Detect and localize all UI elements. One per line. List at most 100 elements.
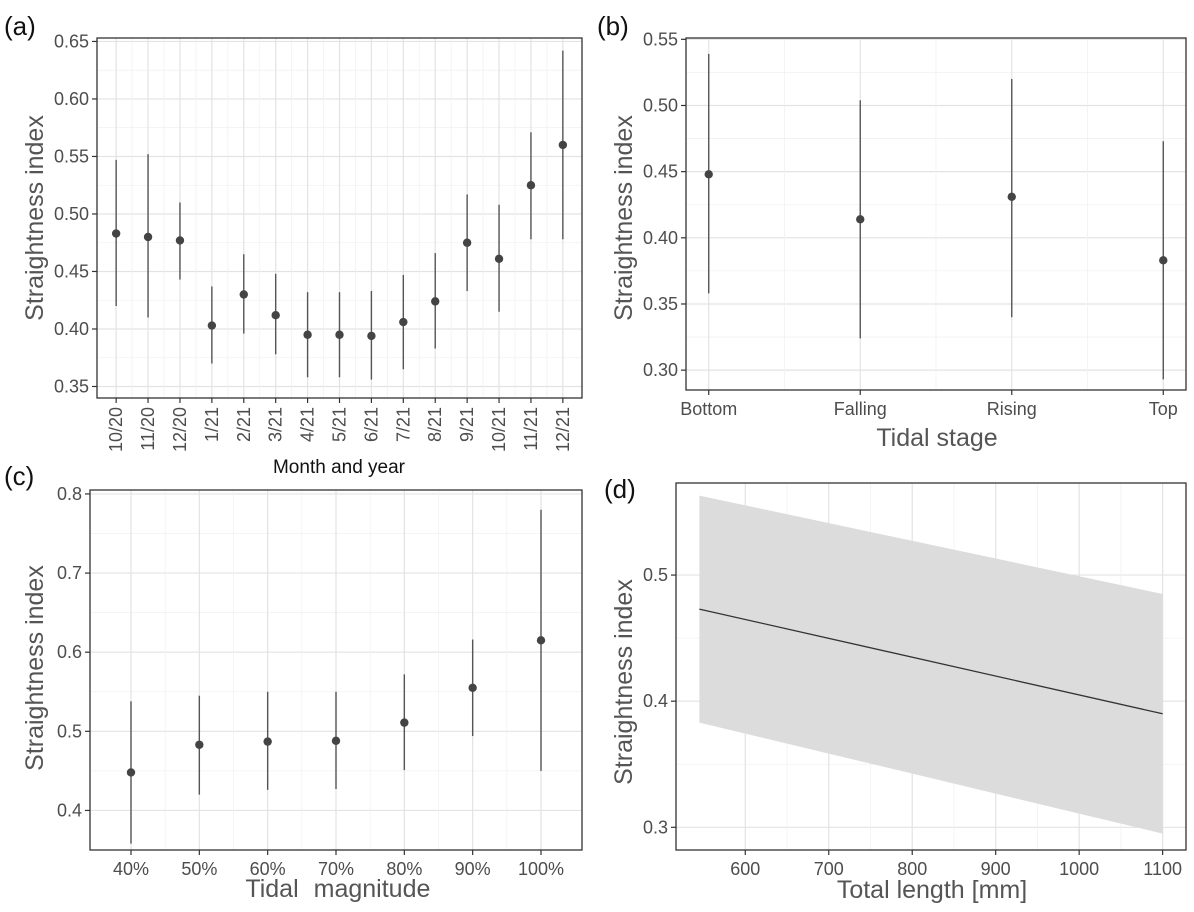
x-tick-label: 4/21 [298,407,318,442]
panel-d-chart: 0.3 0.4 0.5 600 700 800 900 1000 1100 [643,482,1187,879]
x-tick-label: 1100 [1143,859,1182,879]
panel-c-ylabel: Straightness index [21,565,49,771]
x-tick-label: 7/21 [393,407,413,442]
confidence-ribbon [699,495,1163,834]
panel-b-ylabel: Straightness index [610,115,638,321]
plot-frame [685,37,1187,391]
x-tick-label: 90% [455,859,491,879]
data-point [126,768,136,777]
data-point [175,236,185,245]
x-tick-label: 11/21 [521,407,541,451]
data-point [263,737,272,746]
panel-label-d: (d) [604,474,636,504]
x-tick-label: 10/21 [489,407,509,452]
x-tick-label: 800 [897,859,927,879]
x-tick-label: 11/20 [138,407,158,451]
y-tick-label: 0.3 [643,817,668,837]
panel-d-ylabel: Straightness index [610,579,638,785]
panel-b-xlabel: Tidal stage [876,424,997,452]
data-point [303,330,312,339]
y-tick-label: 0.35 [54,376,89,396]
y-tick-label: 0.55 [643,29,678,49]
y-tick-label: 0.5 [643,565,668,585]
data-point [367,331,376,341]
panel-label-b: (b) [597,11,629,41]
panel-label-c: (c) [4,461,34,491]
x-tick-label: Bottom [680,399,737,419]
data-point [111,229,121,238]
y-tick-label: 0.8 [57,484,82,504]
x-tick-label: 40% [113,859,149,879]
x-tick-label: 60% [250,859,286,879]
x-tick-label: 80% [386,859,422,879]
data-point [239,290,248,299]
y-tick-label: 0.50 [54,204,89,224]
y-tick-label: 0.40 [54,319,89,339]
x-tick-label: 9/21 [457,407,477,442]
data-point [399,317,408,327]
fit-line [699,608,1163,715]
panel-label-a: (a) [4,11,36,41]
data-point [271,310,280,320]
y-tick-label: 0.30 [643,360,678,380]
x-tick-label: 3/21 [266,407,286,442]
x-tick-label: 1000 [1059,859,1099,879]
y-tick-label: 0.45 [54,261,89,281]
data-point [468,683,477,693]
x-tick-label: 12/20 [170,407,190,452]
data-point [1159,256,1168,265]
data-point [494,254,504,264]
data-point [335,330,344,339]
data-point [431,297,440,306]
panel-a-chart: 0.35 0.40 0.45 0.50 0.55 0.60 0.65 10/20 11/20 12… [54,31,583,452]
y-tick-label: 0.35 [643,294,678,314]
data-point [526,181,536,190]
panel-d-xlabel: Total length [mm] [837,876,1027,904]
x-tick-label: 70% [318,859,354,879]
x-tick-label: 8/21 [425,407,445,442]
x-tick-label: 1/21 [202,407,222,442]
x-tick-label: 5/21 [330,407,350,442]
data-point [558,140,568,150]
x-tick-label: Falling [834,399,887,419]
panel-a-xlabel: Month and year [273,457,406,478]
panel-b-chart: 0.30 0.35 0.40 0.45 0.50 0.55 Bottom Falling Ris… [643,29,1187,419]
x-tick-label: 10/20 [106,407,126,452]
x-tick-label: 6/21 [361,407,381,442]
y-tick-label: 0.6 [57,642,82,662]
plot-frame [675,482,1187,851]
x-tick-label: Rising [987,399,1037,419]
data-point [536,636,546,645]
y-tick-label: 0.7 [57,563,82,583]
y-tick-label: 0.4 [57,800,82,820]
panel-c-xlabel-part2: magnitude [314,875,431,903]
data-point [1007,192,1016,201]
data-point [195,740,204,749]
x-tick-label: 600 [730,859,760,879]
x-tick-label: 12/21 [553,407,573,452]
panel-c-xlabel-part1: Tidal [245,875,298,903]
y-tick-label: 0.45 [643,162,678,182]
data-point [143,232,153,242]
data-point [207,321,217,330]
x-tick-label: 2/21 [234,407,254,442]
y-tick-label: 0.60 [54,89,89,109]
data-point [856,215,865,224]
y-tick-label: 0.40 [643,228,678,248]
plot-frame [96,37,583,399]
data-point [400,718,409,727]
x-tick-label: 50% [181,859,217,879]
panel-c-chart: 0.4 0.5 0.6 0.7 0.8 40% 50% 60% 70% 80% 90% 100% [57,484,583,879]
data-point [462,238,472,247]
data-point [704,170,713,179]
y-tick-label: 0.65 [54,31,89,51]
y-tick-label: 0.55 [54,146,89,166]
x-tick-label: 900 [981,859,1011,879]
x-tick-label: 700 [814,859,844,879]
data-point [331,736,341,746]
y-tick-label: 0.50 [643,95,678,115]
y-tick-label: 0.5 [57,721,82,741]
x-tick-label: 100% [518,859,564,879]
x-tick-label: Top [1149,399,1178,419]
